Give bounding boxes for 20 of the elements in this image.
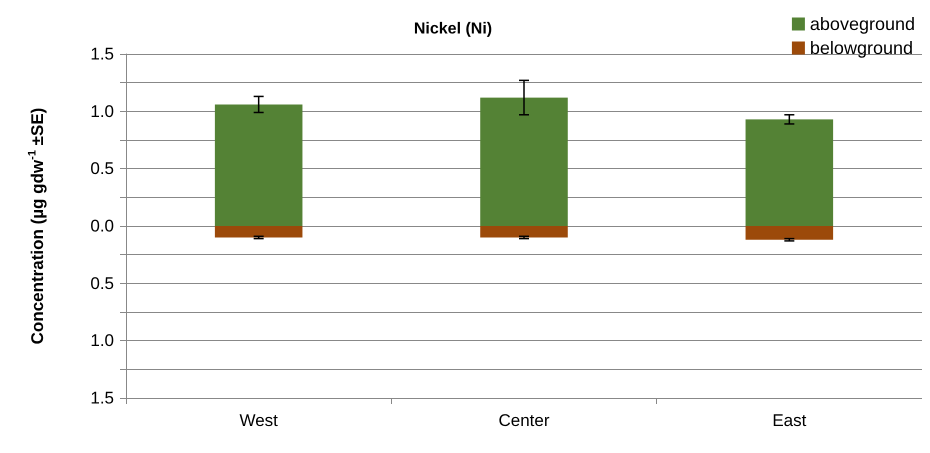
- y-axis-title: Concentration (µg gdw-1 ±SE): [26, 108, 47, 344]
- chart-title: Nickel (Ni): [414, 20, 492, 38]
- bar: [746, 119, 834, 226]
- y-tick-label: 0.0: [90, 216, 114, 236]
- x-tick-label: West: [239, 411, 278, 430]
- x-tick-label: East: [772, 411, 807, 430]
- bar: [214, 226, 302, 238]
- bar: [480, 226, 568, 238]
- bar: [746, 226, 834, 240]
- legend-label: aboveground: [810, 14, 916, 34]
- legend-label: belowground: [810, 38, 913, 58]
- y-tick-label: 0.5: [90, 159, 114, 178]
- y-tick-label: 0.5: [90, 274, 114, 293]
- x-tick-label: Center: [498, 411, 550, 430]
- y-tick-label: 1.0: [90, 102, 114, 121]
- bar: [480, 98, 568, 226]
- y-tick-label: 1.0: [90, 331, 114, 350]
- bar: [214, 104, 302, 226]
- y-tick-label: 1.5: [90, 44, 114, 64]
- y-tick-label: 1.5: [90, 388, 114, 408]
